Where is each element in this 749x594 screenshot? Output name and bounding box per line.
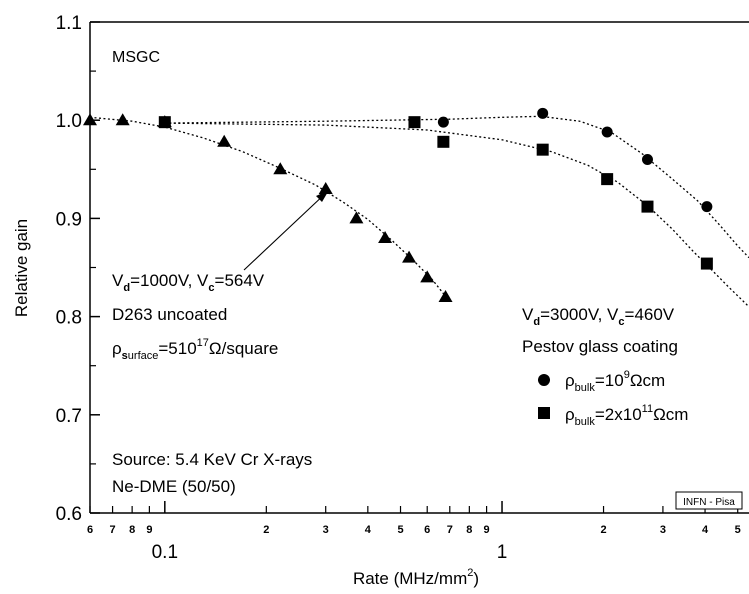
x-minor-tick-label: 9 bbox=[146, 524, 152, 536]
x-minor-tick-label: 4 bbox=[365, 524, 372, 536]
x-minor-tick-label: 8 bbox=[466, 524, 472, 536]
x-major-tick-label: 1 bbox=[497, 542, 508, 563]
legend-square-label: ρbulk=2x1011Ωcm bbox=[565, 403, 688, 428]
square-point bbox=[536, 143, 549, 156]
y-tick-label: 0.6 bbox=[56, 504, 82, 525]
triangle-point bbox=[115, 113, 130, 126]
fit-curves bbox=[89, 115, 749, 308]
legend-square-marker bbox=[538, 407, 550, 419]
x-minor-tick-label: 8 bbox=[129, 524, 135, 536]
triangle-point bbox=[420, 270, 435, 283]
uncoated-substrate-line: D263 uncoated bbox=[112, 305, 227, 324]
x-minor-tick-label: 5 bbox=[735, 524, 741, 536]
y-tick-label: 1.0 bbox=[56, 111, 82, 132]
square-point bbox=[601, 173, 614, 186]
x-minor-tick-label: 3 bbox=[660, 524, 666, 536]
square-point bbox=[700, 257, 713, 270]
x-minor-tick-label: 5 bbox=[397, 524, 403, 536]
circle-point bbox=[601, 126, 613, 138]
legend-circle-marker bbox=[538, 374, 550, 386]
triangle-point bbox=[402, 250, 417, 263]
y-tick-label: 0.9 bbox=[56, 209, 82, 230]
legend-circle-label: ρbulk=109Ωcm bbox=[565, 369, 665, 394]
square-point bbox=[408, 116, 421, 129]
fit-curve-circle bbox=[164, 115, 749, 259]
y-axis-label: Relative gain bbox=[12, 219, 31, 317]
pestov-coating-line: Pestov glass coating bbox=[522, 337, 678, 356]
y-tick-label: 0.7 bbox=[56, 406, 82, 427]
x-axis: 0.1 16 7 8 9 2 3 4 5 6 7 8 9 2 3 4 5 bbox=[87, 501, 741, 563]
square-point bbox=[437, 135, 450, 148]
square-point bbox=[641, 200, 654, 213]
x-minor-tick-label: 3 bbox=[323, 524, 329, 536]
circle-point bbox=[537, 107, 549, 119]
triangle-point bbox=[438, 289, 453, 302]
x-minor-tick-label: 7 bbox=[447, 524, 453, 536]
uncoated-voltage-line: Vd=1000V, Vc=564V bbox=[112, 271, 265, 294]
infn-pisa-badge: INFN - Pisa bbox=[675, 491, 743, 510]
x-minor-tick-label: 6 bbox=[424, 524, 430, 536]
fit-curve-square bbox=[164, 122, 749, 308]
triangle-point bbox=[273, 162, 288, 175]
infn-pisa-badge-text: INFN - Pisa bbox=[683, 497, 735, 508]
pestov-annotation: Vd=3000V, Vc=460V Pestov glass coating ρ… bbox=[522, 305, 688, 428]
x-major-tick-label: 0.1 bbox=[152, 542, 178, 563]
circle-point bbox=[701, 201, 713, 213]
x-minor-tick-label: 9 bbox=[484, 524, 490, 536]
x-minor-tick-label: 4 bbox=[702, 524, 709, 536]
x-axis-label-close: ) bbox=[473, 569, 479, 588]
source-line-1: Source: 5.4 KeV Cr X-rays bbox=[112, 450, 312, 469]
data-points bbox=[83, 107, 713, 302]
pestov-voltage-line: Vd=3000V, Vc=460V bbox=[522, 305, 675, 328]
uncoated-resistivity-line: ρsurface=51017Ω/square bbox=[112, 337, 278, 362]
x-minor-tick-label: 6 bbox=[87, 524, 93, 536]
x-minor-tick-label: 7 bbox=[110, 524, 116, 536]
msgc-label: MSGC bbox=[112, 49, 160, 66]
triangle-point bbox=[83, 113, 97, 126]
triangle-point bbox=[318, 181, 333, 194]
uncoated-arrow bbox=[243, 190, 329, 271]
triangle-point bbox=[349, 211, 364, 224]
square-point bbox=[158, 116, 171, 129]
source-line-2: Ne-DME (50/50) bbox=[112, 477, 236, 496]
circle-point bbox=[641, 153, 653, 165]
triangle-point bbox=[378, 231, 393, 244]
x-axis-label: Rate (MHz/mm2) bbox=[353, 567, 479, 588]
y-tick-label: 0.8 bbox=[56, 308, 82, 329]
x-axis-label-text: Rate (MHz/mm bbox=[353, 569, 467, 588]
x-minor-tick-label: 2 bbox=[263, 524, 269, 536]
circle-point bbox=[437, 116, 449, 128]
x-axis-label-exponent: 2 bbox=[467, 567, 473, 579]
triangle-point bbox=[217, 134, 232, 147]
y-tick-label: 1.1 bbox=[56, 13, 82, 34]
y-axis: 0.6 0.7 0.8 0.9 1.0 1.1 bbox=[56, 13, 100, 525]
uncoated-annotation: Vd=1000V, Vc=564V D263 uncoated ρsurface… bbox=[112, 271, 278, 362]
x-minor-tick-label: 2 bbox=[600, 524, 606, 536]
